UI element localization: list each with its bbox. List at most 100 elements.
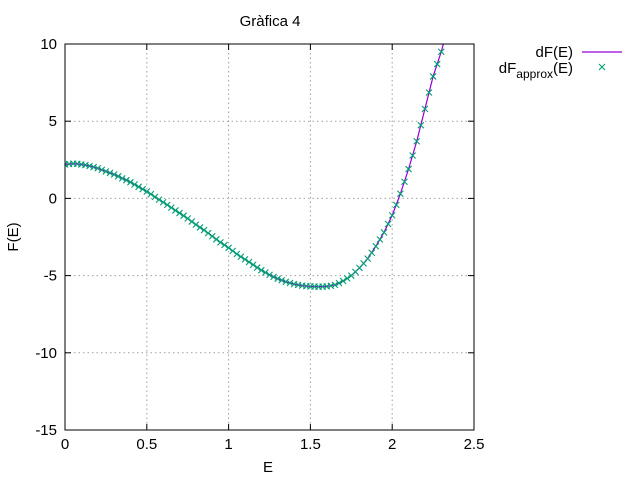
- data-point-dF-approx: [167, 204, 175, 212]
- data-point-dF-approx: [262, 269, 269, 276]
- data-point-dF-approx: [139, 185, 147, 193]
- y-tick-label: -10: [35, 345, 57, 362]
- plot-area: [65, 44, 445, 291]
- data-point-dF-approx: [102, 167, 110, 175]
- data-point-dF-approx: [147, 190, 155, 198]
- data-point-dF-approx: [233, 250, 241, 258]
- data-point-dF-approx: [110, 171, 118, 178]
- x-tick-label: 2: [388, 436, 396, 453]
- data-point-dF-approx: [204, 229, 212, 237]
- data-point-dF-approx: [327, 282, 335, 290]
- y-tick-label: 10: [40, 36, 57, 53]
- data-point-dF-approx: [98, 166, 106, 174]
- data-point-dF-approx: [253, 264, 261, 271]
- data-point-dF-approx: [184, 215, 192, 222]
- data-point-dF-approx: [392, 201, 400, 209]
- data-point-dF-approx: [384, 220, 392, 228]
- data-point-dF-approx: [135, 183, 143, 191]
- data-point-dF-approx: [241, 255, 249, 263]
- data-point-dF-approx: [413, 137, 421, 145]
- legend: dF(E) dFapprox(E): [499, 44, 622, 81]
- data-point-dF-approx: [106, 169, 114, 177]
- data-point-dF-approx: [94, 164, 102, 172]
- data-point-dF-approx: [172, 207, 179, 214]
- legend-label-subscript: approx: [516, 67, 553, 81]
- data-point-dF-approx: [90, 163, 98, 171]
- data-point-dF-approx: [282, 278, 290, 286]
- data-point-dF-approx: [188, 218, 196, 225]
- data-point-dF-approx: [212, 235, 220, 243]
- data-point-dF-approx: [364, 255, 372, 263]
- data-point-dF-approx: [405, 165, 412, 173]
- x-tick-label: 2.5: [464, 436, 485, 453]
- legend-marker-dF-approx: [598, 63, 606, 71]
- legend-label-tail: (E): [553, 60, 573, 77]
- x-tick-label: 0.5: [136, 436, 157, 453]
- data-point-dF-approx: [114, 172, 122, 180]
- data-point-dF-approx: [339, 277, 347, 285]
- data-point-dF-approx: [401, 178, 408, 186]
- data-point-dF-approx: [122, 176, 130, 184]
- data-point-dF-approx: [159, 198, 167, 206]
- data-point-dF-approx: [266, 271, 273, 279]
- data-point-dF-approx: [155, 196, 163, 204]
- y-tick-label: -5: [44, 268, 57, 285]
- data-point-dF-approx: [180, 212, 187, 220]
- series-line-dF: [65, 44, 444, 288]
- data-point-dF-approx: [208, 232, 216, 240]
- y-tick-label: 5: [49, 113, 57, 130]
- x-tick-label: 1.5: [300, 436, 321, 453]
- x-tick-label: 0: [61, 436, 69, 453]
- plot-frame: [64, 43, 475, 431]
- legend-label-dF: dF(E): [536, 44, 574, 61]
- axis-ticks: 0 0.5 1 1.5 2 2.5 10 5 0 -5 -10 -15: [35, 36, 484, 453]
- data-point-dF-approx: [409, 152, 417, 159]
- data-point-dF-approx: [229, 247, 237, 255]
- data-point-dF-approx: [380, 228, 388, 236]
- data-point-dF-approx: [127, 178, 134, 186]
- data-point-dF-approx: [217, 239, 224, 246]
- data-point-dF-approx: [192, 221, 200, 229]
- data-point-dF-approx: [425, 89, 433, 96]
- data-point-dF-approx: [331, 281, 339, 289]
- x-axis-label: E: [263, 459, 273, 476]
- data-point-dF-approx: [376, 236, 384, 243]
- data-point-dF-approx: [278, 276, 286, 284]
- data-point-dF-approx: [131, 181, 138, 188]
- data-point-dF-approx: [196, 224, 204, 231]
- data-point-dF-approx: [163, 201, 171, 209]
- data-point-dF-approx: [176, 209, 183, 217]
- data-point-dF-approx: [151, 193, 159, 201]
- y-tick-label: -15: [35, 422, 57, 439]
- data-point-dF-approx: [372, 242, 380, 250]
- data-point-dF-approx: [396, 190, 404, 198]
- legend-label-main: dF: [499, 60, 517, 77]
- data-point-dF-approx: [274, 275, 282, 283]
- data-point-dF-approx: [82, 161, 89, 169]
- data-point-dF-approx: [368, 249, 376, 257]
- data-point-dF-approx: [257, 266, 265, 274]
- data-point-dF-approx: [249, 261, 257, 269]
- data-point-dF-approx: [433, 60, 441, 68]
- data-point-dF-approx: [417, 121, 425, 129]
- data-point-dF-approx: [335, 279, 343, 287]
- data-point-dF-approx: [343, 274, 351, 282]
- data-point-dF-approx: [437, 48, 445, 56]
- legend-label-dF-approx: dFapprox(E): [499, 60, 573, 81]
- data-point-dF-approx: [270, 273, 277, 281]
- data-point-dF-approx: [429, 73, 437, 80]
- data-point-dF-approx: [143, 188, 151, 195]
- data-point-dF-approx: [237, 253, 245, 261]
- x-tick-label: 1: [224, 436, 232, 453]
- data-point-dF-approx: [421, 105, 429, 113]
- data-point-dF-approx: [200, 226, 208, 234]
- plot-series: [65, 44, 445, 291]
- data-point-dF-approx: [118, 174, 126, 182]
- data-point-dF-approx: [388, 211, 396, 219]
- data-point-dF-approx: [225, 244, 232, 252]
- data-point-dF-approx: [221, 241, 228, 249]
- y-axis-label: F(E): [5, 222, 22, 251]
- data-point-dF-approx: [86, 162, 93, 170]
- data-point-dF-approx: [245, 258, 253, 266]
